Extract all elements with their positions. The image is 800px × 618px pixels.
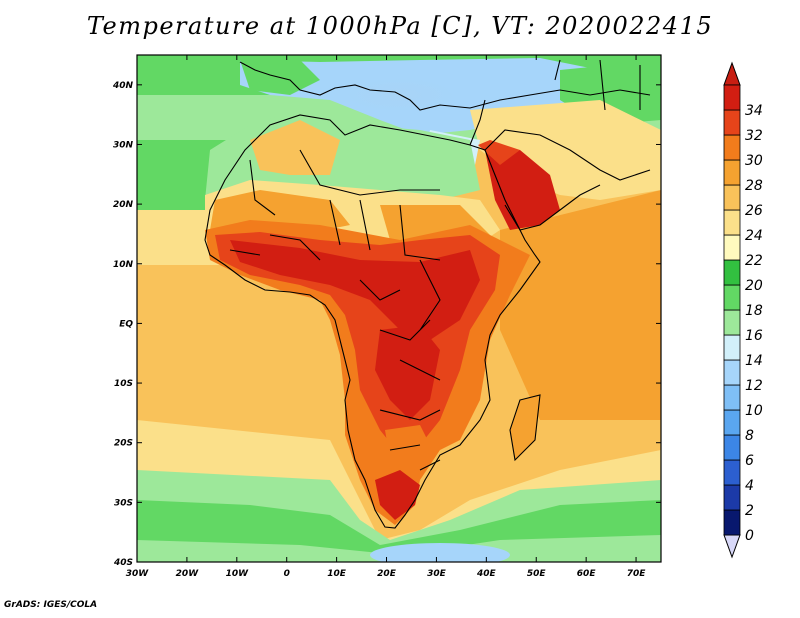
- colorbar-label: 8: [745, 428, 754, 444]
- colorbar-label: 26: [745, 203, 763, 219]
- colorbar-swatch: [723, 184, 741, 211]
- colorbar-label: 22: [745, 253, 763, 269]
- lon-tick-label: 10W: [226, 569, 250, 579]
- lat-tick-label: 20N: [113, 200, 134, 210]
- colorbar-swatch: [723, 259, 741, 286]
- lat-tick-label: 40S: [113, 558, 133, 568]
- colorbar-label: 14: [745, 353, 763, 369]
- colorbar-label: 30: [745, 153, 763, 169]
- colorbar-label: 2: [745, 503, 754, 519]
- colorbar-label: 6: [745, 453, 754, 469]
- lon-tick-label: 10E: [327, 569, 347, 579]
- colorbar-label: 20: [745, 278, 763, 294]
- colorbar-swatch: [723, 384, 741, 411]
- lat-tick-label: EQ: [119, 319, 133, 329]
- colorbar-swatch: [723, 459, 741, 486]
- temperature-field: [137, 55, 661, 562]
- colorbar-swatch: [723, 434, 741, 461]
- colorbar-swatch: [723, 109, 741, 136]
- colorbar-swatch: [723, 509, 741, 536]
- colorbar-swatch: [723, 484, 741, 511]
- coastlines: [204, 59, 651, 529]
- colorbar-label: 16: [745, 328, 763, 344]
- lat-tick-label: 20S: [114, 439, 133, 449]
- colorbar-swatch: [723, 134, 741, 161]
- lat-tick-label: 30N: [113, 140, 134, 150]
- colorbar-swatch: [723, 84, 741, 111]
- map-title: Temperature at 1000hPa [C], VT: 20200224…: [86, 12, 714, 40]
- colorbar-swatch: [723, 309, 741, 336]
- colorbar-swatch: [723, 409, 741, 436]
- colorbar-label: 32: [745, 128, 763, 144]
- colorbar-label: 18: [745, 303, 763, 319]
- lon-tick-label: 60E: [577, 569, 597, 579]
- lon-tick-label: 30W: [126, 569, 150, 579]
- lon-tick-label: 0: [284, 569, 290, 579]
- lon-tick-label: 20E: [377, 569, 397, 579]
- lat-tick-label: 30S: [114, 498, 133, 508]
- grads-credit: GrADS: IGES/COLA: [4, 600, 98, 610]
- colorbar-label: 4: [745, 478, 754, 494]
- lat-tick-label: 10S: [114, 379, 133, 389]
- colorbar-swatch: [723, 234, 741, 261]
- colorbar-swatch: [723, 359, 741, 386]
- map-frame: [136, 54, 662, 563]
- colorbar-label: 12: [745, 378, 763, 394]
- colorbar-swatch: [723, 159, 741, 186]
- lon-tick-label: 40E: [476, 569, 497, 579]
- lon-tick-label: 70E: [627, 569, 647, 579]
- colorbar-label: 10: [745, 403, 763, 419]
- colorbar-label: 28: [745, 178, 763, 194]
- colorbar-swatch: [723, 284, 741, 311]
- colorbar-label: 0: [745, 528, 754, 544]
- colorbar-low-arrow: [723, 534, 741, 559]
- colorbar-label: 34: [745, 103, 763, 119]
- lat-tick-label: 40N: [112, 81, 134, 91]
- lon-tick-label: 30E: [427, 569, 447, 579]
- colorbar-swatch: [723, 209, 741, 236]
- lon-tick-label: 20W: [176, 569, 200, 579]
- axis-ticks: 30W 20W 10W 0 10E 20E 30E 40E 50E 60E 70E 40N 30N 20N…: [112, 55, 661, 579]
- colorbar-label: 24: [745, 228, 763, 244]
- colorbar-swatch: [723, 334, 741, 361]
- lat-tick-label: 10N: [113, 260, 134, 270]
- colorbar-high-arrow: [723, 61, 741, 86]
- lon-tick-label: 50E: [527, 569, 547, 579]
